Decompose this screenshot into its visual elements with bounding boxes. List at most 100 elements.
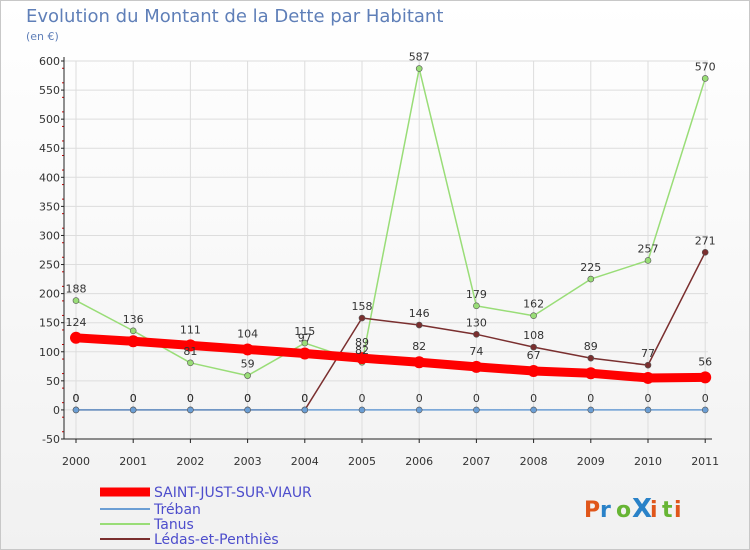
data-label-tanus: 257 [638,242,659,255]
data-label-tanus: 82 [355,344,369,357]
x-tick-label: 2006 [405,455,433,468]
data-label-treban: 0 [187,392,194,405]
data-point-treban [244,406,251,414]
x-tick-label: 2000 [62,455,90,468]
data-label-ledas: 146 [409,307,430,320]
data-point-tanus [473,302,480,310]
logo-letter: i [650,498,658,523]
data-point-tanus [530,312,537,320]
y-tick-label: 0 [53,404,60,417]
data-label-saint-just: 97 [298,332,312,345]
x-tick-label: 2009 [577,455,605,468]
data-point-tanus [701,75,709,82]
x-tick-label: 2003 [234,455,262,468]
legend: SAINT-JUST-SUR-VIAUR Tréban Tanus Lédas-… [100,485,312,548]
data-point-ledas [358,314,366,322]
data-point-saint-just [527,364,540,377]
data-label-ledas: 158 [352,300,373,313]
data-label-treban: 0 [645,392,652,405]
data-label-saint-just: 124 [66,316,87,329]
data-point-ledas [644,361,652,369]
data-point-saint-just [184,339,197,352]
data-point-tanus [72,297,80,304]
y-tick-label: 400 [39,171,60,184]
series-line-saint-just [71,333,710,383]
data-point-saint-just [70,331,82,344]
data-label-ledas: 77 [641,347,655,360]
y-tick-label: 350 [39,200,60,213]
y-tick-label: 550 [39,84,60,97]
x-tick-label: 2001 [119,455,147,468]
data-label-treban: 0 [473,392,480,405]
data-point-saint-just [127,335,140,348]
data-label-ledas: 0 [301,392,308,405]
data-point-saint-just [413,356,426,369]
series-line-tanus [75,67,706,377]
x-tick-label: 2010 [634,455,662,468]
y-tick-label: 450 [39,142,60,155]
data-point-ledas [587,354,595,362]
legend-label-saint-just: SAINT-JUST-SUR-VIAUR [154,485,312,501]
data-point-treban [644,406,652,414]
data-label-ledas: 0 [187,392,194,405]
data-point-tanus [644,257,652,264]
data-point-treban [301,406,309,414]
data-label-saint-just: 56 [698,355,712,368]
x-tick-label: 2008 [520,455,548,468]
chart-title: Evolution du Montant de la Dette par Hab… [26,6,443,27]
data-label-saint-just: 82 [412,340,426,353]
data-point-saint-just [470,360,483,373]
data-label-tanus: 179 [466,288,487,301]
data-label-saint-just: 104 [237,327,258,340]
y-tick-label: 500 [39,113,60,126]
data-label-treban: 0 [73,392,80,405]
x-tick-label: 2011 [691,455,719,468]
logo-letter: o [616,498,631,523]
data-label-tanus: 587 [409,51,430,64]
logo-letter: i [674,498,682,523]
data-point-ledas [415,321,423,329]
data-label-tanus: 115 [294,325,315,338]
data-point-treban [415,406,423,414]
x-tick-label: 2005 [348,455,376,468]
data-point-treban [701,406,709,414]
data-label-saint-just: 67 [527,349,541,362]
data-point-saint-just [699,371,712,384]
data-label-ledas: 0 [73,392,80,405]
data-label-tanus: 59 [241,358,255,371]
y-tick-label: 250 [39,259,60,272]
data-label-ledas: 89 [584,340,598,353]
data-point-treban [358,406,366,414]
data-label-tanus: 81 [183,345,197,358]
data-label-treban: 0 [530,392,537,405]
data-label-tanus: 225 [580,261,601,274]
logo-letter: X [632,494,652,524]
legend-label-tanus: Tanus [153,517,194,533]
y-tick-label: 600 [39,55,60,68]
data-label-treban: 0 [702,392,709,405]
data-label-treban: 0 [587,392,594,405]
data-label-saint-just: 74 [469,345,483,358]
data-point-saint-just [241,343,254,356]
data-point-tanus [187,359,194,367]
data-point-treban [187,406,194,414]
series-line-ledas [75,251,706,411]
data-point-saint-just [298,347,311,360]
data-label-ledas: 0 [244,392,251,405]
chart-subtitle: (en €) [26,30,59,43]
data-label-tanus: 570 [695,60,716,73]
axes: -50 0 50 100 150 200 250 300 350 400 450 500 550 600 2… [39,55,719,468]
data-point-tanus [244,372,251,379]
data-label-ledas: 130 [466,316,487,329]
data-label-tanus: 162 [523,298,544,311]
data-label-tanus: 136 [123,313,144,326]
y-tick-label: 50 [46,375,60,388]
data-point-tanus [129,327,137,335]
legend-label-treban: Tréban [153,502,201,518]
data-label-ledas: 0 [130,392,137,405]
data-point-tanus [415,65,423,72]
data-point-saint-just [584,367,597,380]
